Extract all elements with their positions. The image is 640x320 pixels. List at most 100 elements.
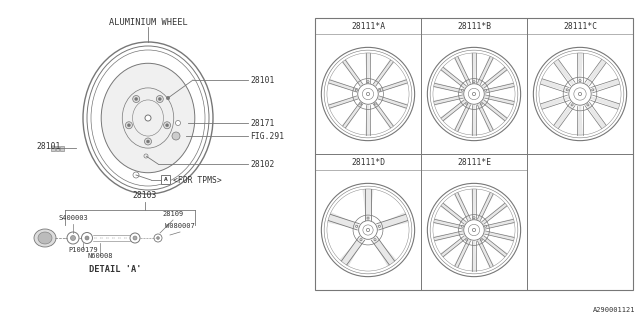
Polygon shape <box>591 80 619 91</box>
Polygon shape <box>587 60 605 84</box>
Polygon shape <box>374 60 394 85</box>
Polygon shape <box>472 105 476 135</box>
Circle shape <box>472 92 476 96</box>
Polygon shape <box>472 53 476 83</box>
Circle shape <box>571 104 573 106</box>
Circle shape <box>145 115 151 121</box>
Circle shape <box>473 217 475 219</box>
Bar <box>56 146 58 150</box>
Circle shape <box>360 239 362 241</box>
Circle shape <box>125 122 132 129</box>
Bar <box>161 175 170 184</box>
Text: 28171: 28171 <box>250 118 275 127</box>
Polygon shape <box>587 104 605 128</box>
Polygon shape <box>478 240 493 268</box>
Polygon shape <box>541 80 568 91</box>
Text: 28101: 28101 <box>36 141 60 150</box>
Text: ALUMINIUM WHEEL: ALUMINIUM WHEEL <box>109 18 188 27</box>
Text: N60008: N60008 <box>87 253 113 259</box>
Circle shape <box>480 103 483 105</box>
Text: 28103: 28103 <box>133 191 157 200</box>
Ellipse shape <box>38 232 52 244</box>
Bar <box>51 146 55 150</box>
Circle shape <box>156 95 163 102</box>
Bar <box>60 146 64 150</box>
Polygon shape <box>329 80 358 91</box>
Circle shape <box>133 172 139 178</box>
Circle shape <box>378 225 380 227</box>
Text: 28111*A: 28111*A <box>351 21 385 30</box>
Polygon shape <box>454 193 470 220</box>
Circle shape <box>172 132 180 140</box>
Circle shape <box>70 236 76 241</box>
Circle shape <box>461 225 463 227</box>
Text: 28102: 28102 <box>250 159 275 169</box>
Polygon shape <box>374 103 394 128</box>
Circle shape <box>355 89 357 91</box>
Circle shape <box>154 234 162 242</box>
Circle shape <box>145 138 152 145</box>
Polygon shape <box>472 241 476 271</box>
Circle shape <box>472 228 476 232</box>
Circle shape <box>166 96 170 100</box>
Circle shape <box>127 124 131 127</box>
Circle shape <box>592 89 594 91</box>
Circle shape <box>157 236 159 239</box>
Circle shape <box>480 239 483 241</box>
Polygon shape <box>472 189 476 219</box>
Polygon shape <box>434 83 463 92</box>
Text: W080007: W080007 <box>165 223 195 229</box>
Text: FIG.291: FIG.291 <box>250 132 284 140</box>
Circle shape <box>366 228 370 232</box>
Text: 28111*C: 28111*C <box>563 21 597 30</box>
Polygon shape <box>329 97 358 108</box>
Circle shape <box>374 103 376 105</box>
Polygon shape <box>454 104 470 132</box>
Bar <box>315 18 633 290</box>
Circle shape <box>175 121 180 125</box>
Circle shape <box>367 81 369 83</box>
Polygon shape <box>478 104 493 132</box>
Polygon shape <box>366 53 370 83</box>
Circle shape <box>67 232 79 244</box>
Text: A290001121: A290001121 <box>593 307 635 313</box>
Circle shape <box>144 154 148 158</box>
Circle shape <box>466 103 468 105</box>
Polygon shape <box>485 83 514 92</box>
Circle shape <box>366 92 370 96</box>
Polygon shape <box>340 237 363 266</box>
Polygon shape <box>378 213 408 228</box>
Text: P100179: P100179 <box>68 247 98 253</box>
Polygon shape <box>483 100 507 121</box>
Circle shape <box>473 81 475 83</box>
Polygon shape <box>441 67 465 87</box>
Polygon shape <box>541 97 568 108</box>
Polygon shape <box>378 80 407 91</box>
Polygon shape <box>578 106 582 135</box>
Text: <FOR TPMS>: <FOR TPMS> <box>173 175 221 185</box>
Polygon shape <box>483 236 507 257</box>
Text: 28111*D: 28111*D <box>351 157 385 166</box>
Circle shape <box>166 124 168 127</box>
Polygon shape <box>554 104 573 128</box>
Circle shape <box>579 92 582 96</box>
Text: A: A <box>164 177 168 182</box>
Polygon shape <box>554 60 573 84</box>
Polygon shape <box>328 213 358 228</box>
Circle shape <box>133 236 137 240</box>
Circle shape <box>566 89 568 91</box>
Polygon shape <box>478 57 493 84</box>
Polygon shape <box>483 203 507 223</box>
Polygon shape <box>578 53 582 82</box>
Polygon shape <box>485 219 514 228</box>
Polygon shape <box>478 193 493 220</box>
Circle shape <box>484 89 487 91</box>
Polygon shape <box>441 100 465 121</box>
Polygon shape <box>373 237 396 266</box>
Polygon shape <box>441 236 465 257</box>
Circle shape <box>158 98 161 100</box>
Circle shape <box>147 140 150 143</box>
Text: 28109: 28109 <box>163 211 184 217</box>
Circle shape <box>132 95 140 102</box>
Polygon shape <box>485 232 514 241</box>
